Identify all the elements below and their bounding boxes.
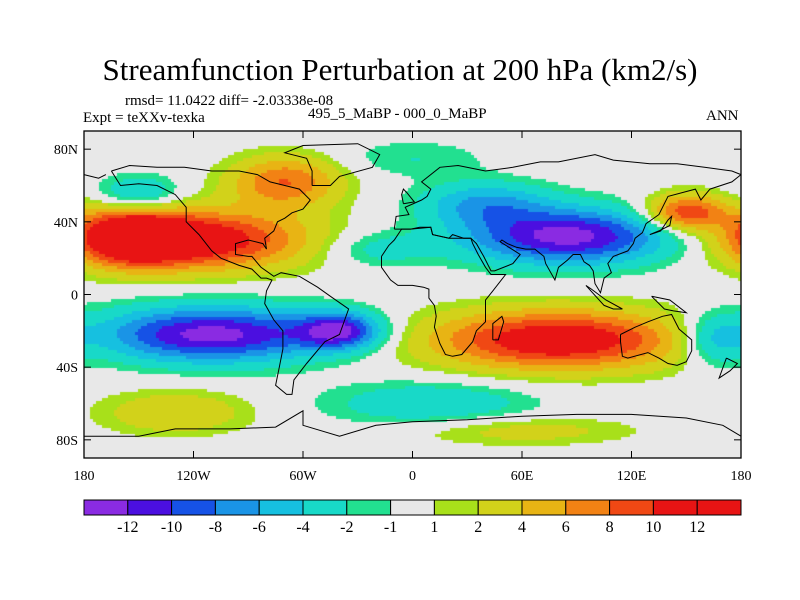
colorbar-box [433, 499, 479, 516]
coastline [381, 226, 507, 357]
map-title: Streamfunction Perturbation at 200 hPa (… [102, 52, 698, 87]
colorbar-label: -6 [253, 519, 266, 536]
colorbar-label: -10 [161, 519, 182, 536]
colorbar-box [302, 499, 348, 516]
colorbar-box [346, 499, 392, 516]
lat-tick-label: 80S [56, 434, 78, 449]
lat-tick-label: 80N [54, 143, 78, 158]
lon-tick-label: 120W [176, 469, 211, 484]
colorbar-box [127, 499, 173, 516]
colorbar-label: -8 [209, 519, 222, 536]
colorbar-box [258, 499, 304, 516]
colorbar-box [390, 499, 435, 516]
colorbar-box [214, 499, 260, 516]
lat-tick-label: 40S [56, 361, 78, 376]
lon-tick-label: 180 [731, 469, 752, 484]
colorbar-label: 8 [606, 519, 614, 536]
colorbar-box [171, 499, 216, 516]
streamfunction-field [84, 131, 741, 458]
colorbar-box [521, 499, 567, 516]
colorbar-label: 4 [518, 519, 526, 536]
colorbar-label: -1 [384, 519, 397, 536]
colorbar-label: 1 [430, 519, 438, 536]
lon-tick-label: 120E [617, 469, 647, 484]
lon-tick-label: 180 [74, 469, 95, 484]
colorbar-label: -4 [296, 519, 309, 536]
lon-tick-label: 60E [511, 469, 534, 484]
coastline [83, 174, 107, 179]
coastline [649, 214, 673, 236]
coastline [393, 154, 742, 230]
stats-text: rmsd= 11.0422 diff= -2.03338e-08 [125, 93, 334, 109]
colorbar-box [652, 499, 698, 516]
colorbar-label: 6 [562, 519, 570, 536]
season-text: ANN [706, 108, 739, 124]
lat-tick-label: 40N [54, 216, 78, 231]
colorbar-box [477, 499, 523, 516]
coastline [283, 143, 381, 186]
colorbar-box [696, 499, 742, 516]
coastline [651, 295, 689, 314]
colorbar-label: -12 [117, 519, 138, 536]
lon-tick-label: 60W [289, 469, 317, 484]
colorbar-label: -2 [340, 519, 353, 536]
lat-tick-label: 0 [71, 289, 78, 304]
coastline [585, 284, 623, 310]
colorbar-box [565, 499, 611, 516]
colorbar-box [83, 499, 129, 516]
coastline [492, 315, 505, 341]
colorbar-label: 12 [689, 519, 705, 536]
experiment-text: Expt = teXXv-texka [83, 110, 205, 126]
coastline [84, 409, 742, 437]
colorbar-label: 10 [645, 519, 661, 536]
period-text: 495_5_MaBP - 000_0_MaBP [308, 106, 487, 122]
lon-tick-label: 0 [409, 469, 416, 484]
colorbar-box [609, 499, 654, 516]
coastline [620, 313, 693, 366]
coastline [110, 164, 350, 395]
coastline [401, 188, 416, 205]
colorbar-label: 2 [474, 519, 482, 536]
coastline [718, 357, 739, 380]
